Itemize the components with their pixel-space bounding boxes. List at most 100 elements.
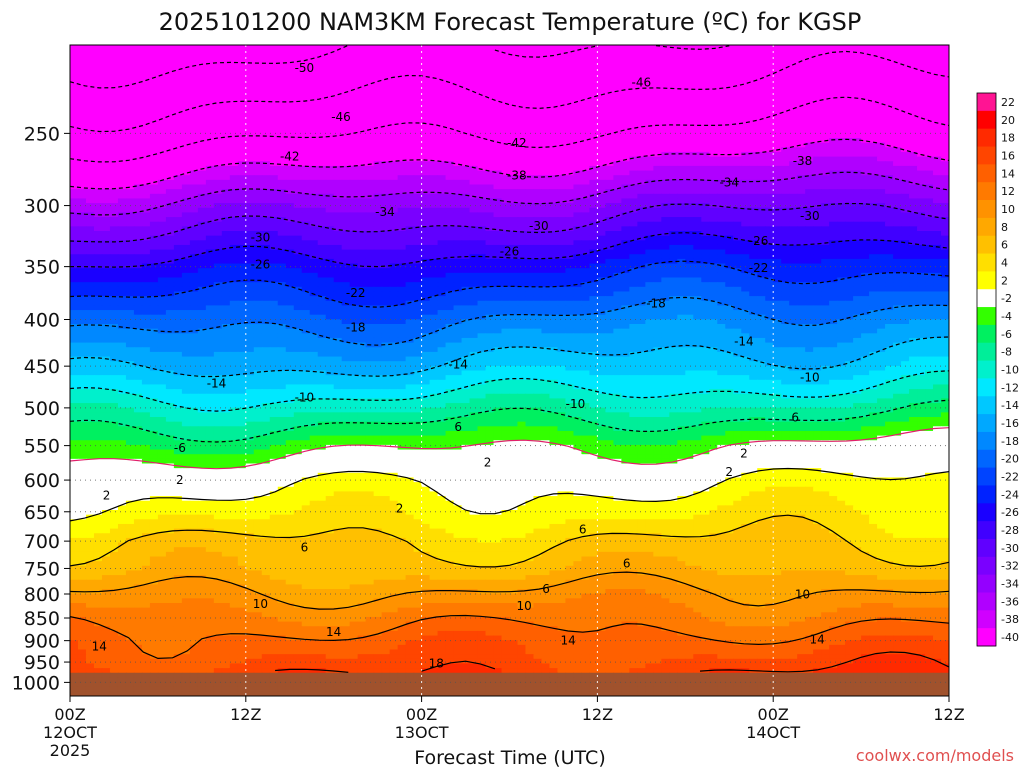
temperature-cell	[325, 86, 335, 93]
temperature-cell	[109, 151, 119, 158]
temperature-cell	[509, 63, 519, 69]
temperature-cell	[317, 110, 327, 116]
temperature-cell	[125, 244, 135, 251]
temperature-cell	[669, 86, 678, 93]
temperature-cell	[789, 114, 798, 120]
temperature-cell	[709, 231, 718, 237]
temperature-cell	[181, 235, 191, 241]
temperature-cell	[157, 165, 167, 172]
temperature-cell	[573, 82, 583, 88]
temperature-cell	[429, 151, 439, 158]
temperature-cell	[805, 184, 814, 190]
temperature-cell	[237, 114, 247, 120]
temperature-cell	[845, 212, 854, 218]
temperature-cell	[725, 207, 734, 213]
temperature-cell	[397, 128, 407, 134]
temperature-cell	[669, 240, 678, 246]
temperature-cell	[893, 161, 902, 167]
temperature-cell	[629, 91, 638, 97]
temperature-cell	[229, 82, 239, 88]
temperature-cell	[309, 58, 319, 65]
temperature-cell	[773, 119, 782, 125]
temperature-cell	[661, 170, 670, 176]
temperature-cell	[285, 119, 295, 125]
temperature-cell	[901, 119, 910, 125]
temperature-cell	[70, 175, 79, 181]
temperature-cell	[765, 63, 774, 69]
temperature-cell	[365, 175, 375, 181]
temperature-cell	[637, 58, 646, 65]
temperature-cell	[461, 138, 471, 144]
temperature-cell	[613, 58, 622, 65]
temperature-cell	[701, 179, 710, 186]
temperature-cell	[693, 244, 702, 251]
temperature-cell	[117, 212, 127, 218]
temperature-cell	[349, 133, 359, 139]
temperature-cell	[629, 217, 638, 223]
temperature-cell	[237, 235, 247, 241]
temperature-cell	[349, 226, 359, 232]
temperature-cell	[285, 138, 295, 144]
temperature-cell	[173, 189, 183, 195]
temperature-cell	[85, 100, 95, 107]
temperature-cell	[677, 142, 686, 148]
temperature-cell	[381, 45, 391, 51]
temperature-cell	[141, 244, 151, 251]
temperature-cell	[157, 86, 167, 93]
temperature-cell	[269, 175, 279, 181]
temperature-cell	[317, 91, 327, 97]
temperature-cell	[341, 49, 351, 55]
temperature-cell	[141, 105, 151, 111]
temperature-cell	[237, 68, 247, 74]
temperature-cell	[733, 203, 742, 209]
temperature-cell	[365, 170, 375, 176]
temperature-cell	[653, 128, 662, 134]
temperature-cell	[869, 207, 878, 213]
temperature-cell	[765, 77, 774, 83]
temperature-cell	[181, 110, 191, 116]
temperature-cell	[509, 68, 519, 74]
temperature-cell	[941, 147, 949, 153]
temperature-cell	[749, 77, 758, 83]
temperature-cell	[925, 77, 934, 83]
temperature-cell	[741, 207, 750, 213]
temperature-cell	[741, 133, 750, 139]
temperature-cell	[293, 249, 303, 255]
temperature-cell	[909, 91, 918, 97]
temperature-cell	[165, 184, 175, 190]
temperature-cell	[429, 49, 439, 55]
temperature-cell	[581, 72, 591, 79]
temperature-cell	[661, 138, 670, 144]
temperature-cell	[421, 82, 431, 88]
temperature-cell	[885, 189, 894, 195]
temperature-cell	[365, 100, 375, 107]
temperature-cell	[333, 72, 343, 79]
temperature-cell	[533, 49, 543, 55]
temperature-cell	[565, 110, 575, 116]
temperature-cell	[869, 77, 878, 83]
temperature-cell	[309, 175, 319, 181]
temperature-cell	[213, 175, 223, 181]
temperature-cell	[373, 68, 383, 74]
temperature-cell	[701, 165, 710, 172]
temperature-cell	[213, 63, 223, 69]
temperature-cell	[509, 179, 519, 186]
temperature-cell	[301, 124, 311, 130]
temperature-cell	[317, 161, 327, 167]
temperature-cell	[789, 212, 798, 218]
temperature-cell	[549, 119, 559, 125]
temperature-cell	[133, 151, 143, 158]
temperature-cell	[333, 49, 343, 55]
temperature-cell	[309, 119, 319, 125]
temperature-cell	[493, 58, 503, 65]
temperature-cell	[765, 235, 774, 241]
temperature-cell	[797, 119, 806, 125]
temperature-cell	[877, 45, 886, 51]
temperature-cell	[837, 151, 846, 158]
temperature-cell	[789, 161, 798, 167]
temperature-cell	[573, 54, 583, 60]
temperature-cell	[773, 58, 782, 65]
temperature-cell	[269, 105, 279, 111]
temperature-cell	[925, 82, 934, 88]
temperature-cell	[533, 156, 543, 162]
